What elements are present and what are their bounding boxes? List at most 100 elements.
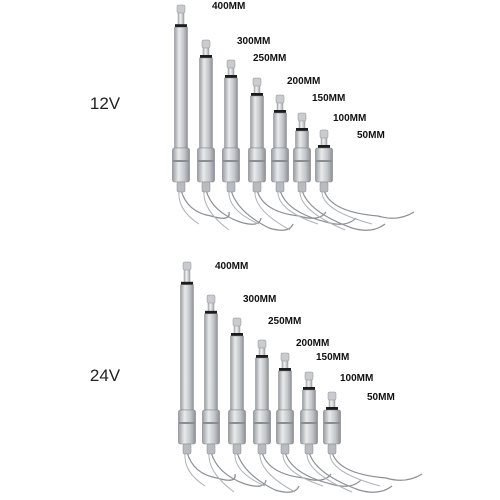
motor-band [222, 160, 240, 162]
cable [210, 451, 267, 487]
rear-clevis [176, 181, 186, 193]
length-label: 200MM [287, 76, 320, 87]
tube [174, 26, 188, 149]
actuator [222, 59, 294, 231]
rod-end [327, 391, 337, 401]
rod-end [201, 39, 211, 49]
cable [254, 189, 291, 231]
motor [253, 409, 271, 445]
cable [203, 189, 230, 231]
actuator-group: 12V 400MM 300MM 250MM 200MM 150MM 100MM 50MM [90, 1, 415, 231]
cable [321, 189, 373, 225]
seal [318, 145, 330, 148]
tube [180, 284, 194, 411]
seal [205, 310, 217, 314]
rear-clevis [232, 443, 242, 455]
length-label: 250MM [268, 316, 301, 327]
tube [278, 370, 292, 411]
motor [178, 409, 196, 445]
actuator [276, 352, 362, 487]
rod-end [275, 94, 285, 104]
seal [256, 355, 268, 358]
motor-band [300, 422, 318, 424]
seal [175, 24, 187, 28]
length-label: 300MM [243, 294, 276, 305]
cable [331, 451, 423, 481]
tube [224, 77, 238, 149]
motor [293, 147, 311, 183]
voltage-label: 24V [90, 366, 121, 385]
length-label: 50MM [357, 130, 385, 141]
length-label: 400MM [215, 261, 248, 272]
voltage-label: 12V [90, 94, 121, 113]
cable [259, 451, 296, 493]
seal [303, 387, 315, 390]
rear-clevis [182, 443, 192, 455]
actuator-group: 24V 400MM 300MM 250MM 200MM 150MM 100MM 50MM [90, 261, 423, 493]
motor [172, 147, 190, 183]
actuator [253, 339, 332, 493]
rod-end [319, 129, 329, 139]
length-label: 150MM [316, 352, 349, 363]
cable [186, 451, 236, 481]
length-label: 150MM [312, 93, 345, 104]
motor [202, 409, 220, 445]
motor [248, 147, 266, 183]
cable [329, 451, 381, 487]
cable [208, 451, 235, 493]
motor-band [323, 422, 341, 424]
rear-clevis [319, 181, 329, 193]
motor [300, 409, 318, 445]
motor-band [228, 422, 246, 424]
seal [231, 333, 243, 336]
length-label: 100MM [340, 373, 373, 384]
motor-band [197, 160, 215, 162]
rod-end [182, 261, 192, 271]
rear-clevis [304, 443, 314, 455]
actuator [172, 4, 230, 225]
rod-end [297, 112, 307, 122]
cable [301, 189, 386, 231]
cable [299, 189, 346, 231]
cable [284, 451, 362, 487]
tube [273, 112, 287, 149]
motor-band [202, 422, 220, 424]
motor [276, 409, 294, 445]
rod-end [226, 59, 236, 69]
rod-end [206, 294, 216, 304]
actuator [271, 94, 357, 225]
cable [306, 451, 353, 493]
actuator [300, 371, 393, 493]
rear-clevis [252, 181, 262, 193]
actuator [293, 112, 386, 231]
motor [228, 409, 246, 445]
length-label: 100MM [333, 113, 366, 124]
cable [277, 189, 319, 225]
seal [326, 407, 338, 410]
rod-end [176, 4, 186, 14]
motor-band [172, 160, 190, 162]
tube [302, 389, 316, 411]
tube [199, 57, 213, 149]
cable [236, 451, 300, 493]
motor [315, 147, 333, 183]
cable [228, 189, 260, 225]
cable [184, 451, 206, 487]
tube [295, 130, 309, 149]
length-label: 50MM [367, 392, 395, 403]
tube [255, 357, 269, 411]
cable [279, 189, 357, 225]
actuator [178, 261, 236, 487]
motor-band [276, 422, 294, 424]
seal [279, 368, 291, 371]
seal [274, 110, 286, 113]
rear-clevis [257, 443, 267, 455]
cable [308, 451, 393, 493]
motor [271, 147, 289, 183]
motor-band [315, 160, 333, 162]
length-label: 200MM [296, 338, 329, 349]
tube [230, 335, 244, 411]
